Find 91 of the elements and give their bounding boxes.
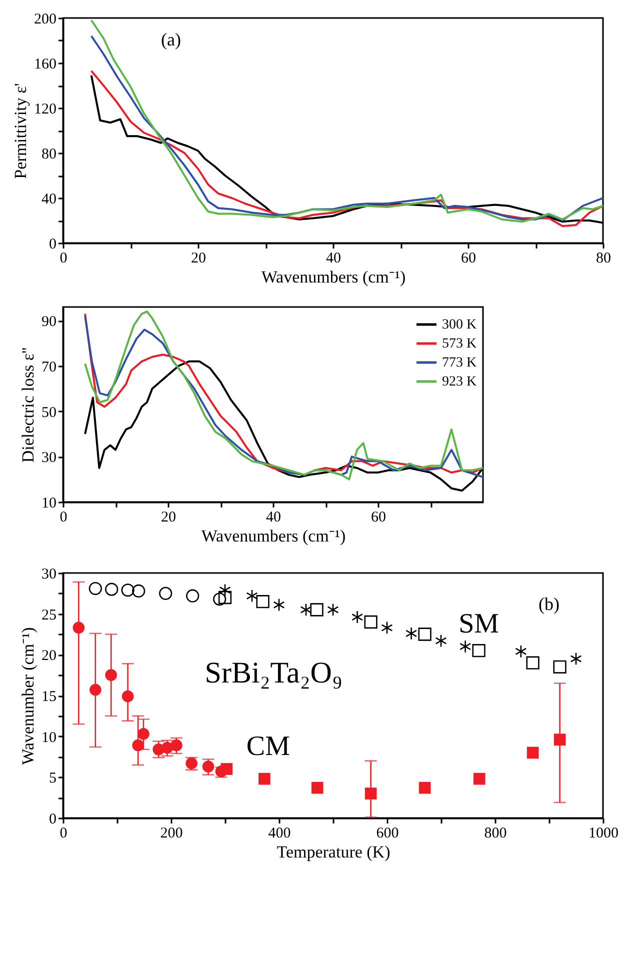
point xyxy=(554,734,566,746)
point xyxy=(418,782,431,794)
point xyxy=(526,746,539,759)
x-axis-title: Wavenumbers (cm⁻¹) xyxy=(261,268,406,286)
point xyxy=(515,644,527,658)
point xyxy=(300,603,312,616)
point xyxy=(213,592,226,606)
y-tick-label: 120 xyxy=(34,102,56,118)
x-tick-label: 1000 xyxy=(588,826,618,842)
x-tick-label: 20 xyxy=(191,250,206,266)
y-tick-label: 5 xyxy=(49,770,56,787)
point xyxy=(159,586,172,600)
x-tick-label: 0 xyxy=(60,250,68,266)
point xyxy=(273,598,285,612)
point xyxy=(132,584,146,598)
x-tick-label: 80 xyxy=(596,250,611,266)
x-tick-label: 0 xyxy=(60,510,68,526)
annotation: SrBi₂Ta₂O₉ xyxy=(204,656,342,690)
point xyxy=(435,634,447,648)
y-tick-label: 160 xyxy=(34,56,56,72)
point xyxy=(352,610,364,624)
point xyxy=(364,788,377,800)
x-tick-label: 60 xyxy=(461,250,476,266)
y-tick-label: 200 xyxy=(34,12,56,28)
x-tick-label: 200 xyxy=(160,826,183,842)
legend-label: 573 K xyxy=(442,336,477,352)
y-tick-label: 20 xyxy=(42,648,56,664)
x-tick-label: 800 xyxy=(484,826,507,842)
annotation: (a) xyxy=(161,30,181,50)
point xyxy=(246,589,258,602)
y-tick-label: 0 xyxy=(49,812,56,828)
y-tick-label: 90 xyxy=(42,314,56,330)
legend-label: 773 K xyxy=(442,356,477,370)
annotation: CM xyxy=(246,730,290,762)
point xyxy=(220,763,233,775)
point xyxy=(418,628,432,641)
point xyxy=(170,739,182,752)
y-tick-label: 15 xyxy=(42,689,56,705)
x-axis-title: Wavenumbers (cm⁻¹) xyxy=(201,526,346,546)
point xyxy=(258,772,270,785)
point xyxy=(89,684,102,696)
point xyxy=(472,644,486,658)
x-tick-label: 0 xyxy=(60,826,68,842)
point xyxy=(460,640,472,654)
y-tick-label: 30 xyxy=(42,566,56,582)
point xyxy=(218,590,232,604)
y-tick-label: 10 xyxy=(42,496,56,512)
annotation: SM xyxy=(458,608,500,640)
point xyxy=(186,589,200,602)
legend-label: 300 K xyxy=(442,318,477,332)
x-tick-label: 400 xyxy=(268,826,291,842)
y-tick-label: 50 xyxy=(42,404,56,421)
x-tick-label: 40 xyxy=(266,510,281,526)
x-tick-label: 20 xyxy=(161,510,176,526)
x-tick-label: 60 xyxy=(371,510,386,526)
x-tick-label: 40 xyxy=(326,250,341,266)
point xyxy=(473,772,486,785)
annotation: (b) xyxy=(538,594,560,614)
point xyxy=(105,669,117,681)
point xyxy=(381,621,393,634)
point xyxy=(219,584,231,597)
legend-label: 923 K xyxy=(442,374,477,390)
point xyxy=(88,582,102,596)
y-axis-title: Dielectric loss ε'' xyxy=(18,347,38,463)
point xyxy=(570,652,582,666)
point xyxy=(310,603,324,616)
y-axis-title: Wavenumber (cm⁻¹) xyxy=(18,627,38,765)
y-tick-label: 25 xyxy=(42,607,56,624)
y-tick-label: 30 xyxy=(42,450,56,466)
point xyxy=(132,739,144,752)
y-axis-title: Permittivity ε' xyxy=(11,83,30,179)
point xyxy=(526,656,540,670)
x-tick-label: 600 xyxy=(376,826,399,842)
point xyxy=(72,622,85,634)
point xyxy=(311,782,324,794)
point xyxy=(364,615,378,629)
y-tick-label: 80 xyxy=(42,146,56,162)
y-tick-label: 0 xyxy=(49,236,56,252)
point xyxy=(122,690,134,702)
point xyxy=(327,603,339,616)
point xyxy=(105,582,118,596)
y-tick-label: 10 xyxy=(42,730,56,746)
point xyxy=(406,626,418,640)
point xyxy=(121,584,134,597)
y-tick-label: 70 xyxy=(42,359,56,376)
point xyxy=(202,760,214,772)
point xyxy=(553,660,566,674)
x-axis-title: Temperature (K) xyxy=(276,842,390,862)
point xyxy=(138,728,150,740)
y-tick-label: 40 xyxy=(42,192,56,208)
point xyxy=(256,595,270,608)
